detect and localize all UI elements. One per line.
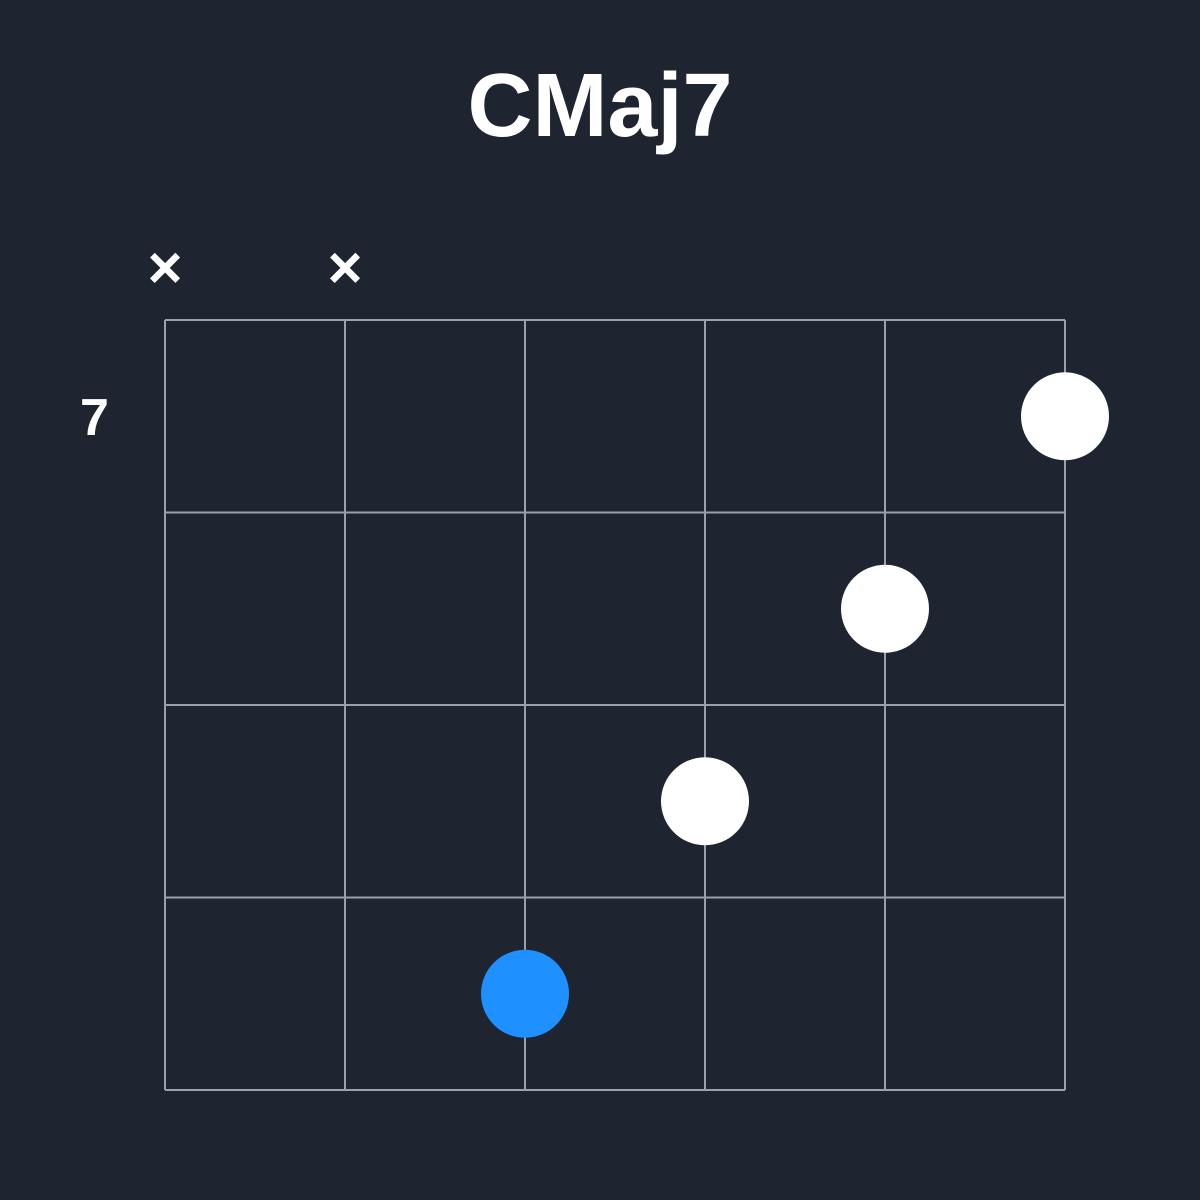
fret-dot-string-6: [1021, 372, 1109, 460]
chord-diagram-svg: ××: [0, 0, 1200, 1200]
fret-dot-string-4: [661, 757, 749, 845]
fret-dot-string-5: [841, 565, 929, 653]
mute-marker-string-1: ×: [147, 234, 182, 301]
mute-marker-string-2: ×: [327, 234, 362, 301]
chord-diagram-container: CMaj7 7 ××: [0, 0, 1200, 1200]
fret-dot-string-3: [481, 950, 569, 1038]
